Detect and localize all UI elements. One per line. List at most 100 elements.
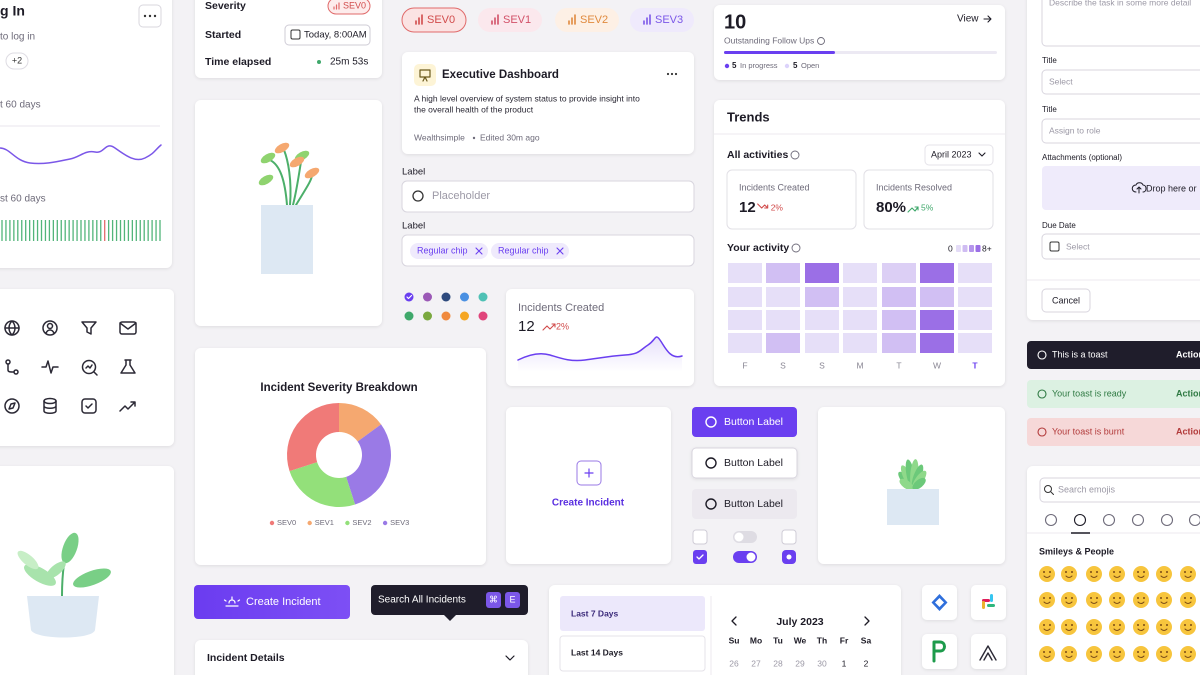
view-link[interactable]: View xyxy=(957,14,979,25)
day-cell[interactable]: 30 xyxy=(817,658,827,668)
checkbox[interactable] xyxy=(781,529,797,545)
chip[interactable] xyxy=(410,243,488,259)
preset-label[interactable]: Last 7 Days xyxy=(571,608,619,618)
sev-chip-text[interactable]: SEV0 xyxy=(427,14,455,26)
chip[interactable] xyxy=(491,243,569,259)
chevron-icon xyxy=(978,152,986,157)
kbd-label: ⌘ xyxy=(489,594,498,604)
text-input[interactable] xyxy=(401,180,695,213)
day-cell[interactable]: 29 xyxy=(795,658,805,668)
preset[interactable] xyxy=(559,635,706,672)
emoji-eye xyxy=(1143,597,1145,599)
sev-chip-text[interactable]: SEV3 xyxy=(655,14,683,26)
emoji-face xyxy=(1065,601,1073,604)
emoji-face xyxy=(1137,575,1145,578)
button-label[interactable]: Button Label xyxy=(724,457,783,469)
emoji-eye xyxy=(1071,624,1073,626)
color-swatch xyxy=(423,292,432,302)
button-label[interactable]: Button Label xyxy=(724,416,783,428)
month-select-text[interactable]: April 2023 xyxy=(931,149,972,159)
radio-dot xyxy=(786,554,792,560)
emoji-search[interactable] xyxy=(1039,477,1200,503)
day-cell[interactable]: 2 xyxy=(864,658,869,668)
date-input[interactable] xyxy=(1041,233,1200,260)
database-icon xyxy=(43,400,57,414)
button[interactable] xyxy=(692,407,797,437)
integration-tile[interactable] xyxy=(971,585,1006,620)
emoji xyxy=(1109,566,1125,582)
cancel-label[interactable]: Cancel xyxy=(1052,295,1080,305)
emoji-eye xyxy=(1043,597,1045,599)
vase xyxy=(887,489,939,525)
create-incident-label[interactable]: Create Incident xyxy=(246,596,321,608)
legend-count: 5 xyxy=(732,61,737,70)
emoji-face xyxy=(1113,575,1121,578)
color-swatch xyxy=(423,311,432,321)
create-incident-button[interactable] xyxy=(194,585,350,619)
preset-label[interactable]: Last 14 Days xyxy=(571,647,623,657)
emoji-eye xyxy=(1113,571,1115,573)
textarea[interactable] xyxy=(1041,0,1200,47)
sev-chip[interactable] xyxy=(555,8,619,32)
emoji-face xyxy=(1113,655,1121,658)
button[interactable] xyxy=(691,447,798,479)
integration-tile[interactable] xyxy=(971,634,1006,669)
day-cell[interactable]: 27 xyxy=(751,658,761,668)
emoji xyxy=(1039,592,1055,608)
create-icon xyxy=(223,596,241,607)
check xyxy=(406,294,413,300)
plus-icon xyxy=(584,468,594,478)
sev-icon xyxy=(568,14,576,25)
drop-zone[interactable] xyxy=(1042,166,1200,210)
slack-icon xyxy=(987,604,995,607)
legend-label: SEV2 xyxy=(352,518,371,527)
sev-chip-text[interactable]: SEV2 xyxy=(580,14,608,26)
emoji-eye xyxy=(1166,624,1168,626)
sev-icon xyxy=(333,2,340,10)
sev-chip[interactable] xyxy=(401,7,467,33)
toast-action[interactable]: Action xyxy=(1176,426,1200,436)
field-label: Attachments (optional) xyxy=(1042,153,1122,162)
sev-chip[interactable] xyxy=(630,8,694,32)
accordion-title[interactable]: Incident Details xyxy=(207,652,285,664)
toast-action[interactable]: Action xyxy=(1176,388,1200,398)
button[interactable] xyxy=(692,489,797,519)
sev-chip-text[interactable]: SEV1 xyxy=(503,14,531,26)
emoji-eye xyxy=(1137,571,1139,573)
emoji xyxy=(1061,566,1077,582)
prev-month xyxy=(731,616,737,626)
field-input[interactable] xyxy=(1041,69,1200,95)
slack-icon xyxy=(982,601,985,609)
emoji-eye xyxy=(1065,571,1067,573)
sev-chip[interactable] xyxy=(478,8,542,32)
legend-swatch xyxy=(724,63,730,69)
checkbox-checked[interactable] xyxy=(693,550,707,564)
day-cell[interactable]: 28 xyxy=(773,658,783,668)
emoji-eye xyxy=(1065,651,1067,653)
sev-icon xyxy=(415,14,423,25)
toast-action[interactable]: Action xyxy=(1176,349,1200,359)
activity-cell xyxy=(882,310,916,330)
status-label: Time elapsed xyxy=(205,56,271,68)
card xyxy=(714,5,1005,80)
checkbox[interactable] xyxy=(692,529,708,545)
day-label: W xyxy=(933,360,941,370)
day-cell[interactable]: 26 xyxy=(729,658,739,668)
create-incident-link[interactable]: Create Incident xyxy=(552,498,625,509)
calendar-icon xyxy=(290,29,301,40)
cancel-button[interactable] xyxy=(1041,288,1091,313)
field-input[interactable] xyxy=(1041,118,1200,144)
emoji-tab-icon xyxy=(1044,513,1058,527)
button-label[interactable]: Button Label xyxy=(724,498,783,510)
emoji-eye xyxy=(1071,571,1073,573)
kbd-label: E xyxy=(509,594,515,604)
month-select[interactable] xyxy=(924,144,994,166)
live-dot xyxy=(317,60,321,64)
preset-active[interactable] xyxy=(560,596,705,631)
day-cell[interactable]: 1 xyxy=(842,658,847,668)
emoji-eye xyxy=(1160,651,1162,653)
weekday-label: Fr xyxy=(840,635,849,645)
emoji-eye xyxy=(1190,571,1192,573)
toast xyxy=(1027,341,1200,369)
emoji-eye xyxy=(1113,597,1115,599)
